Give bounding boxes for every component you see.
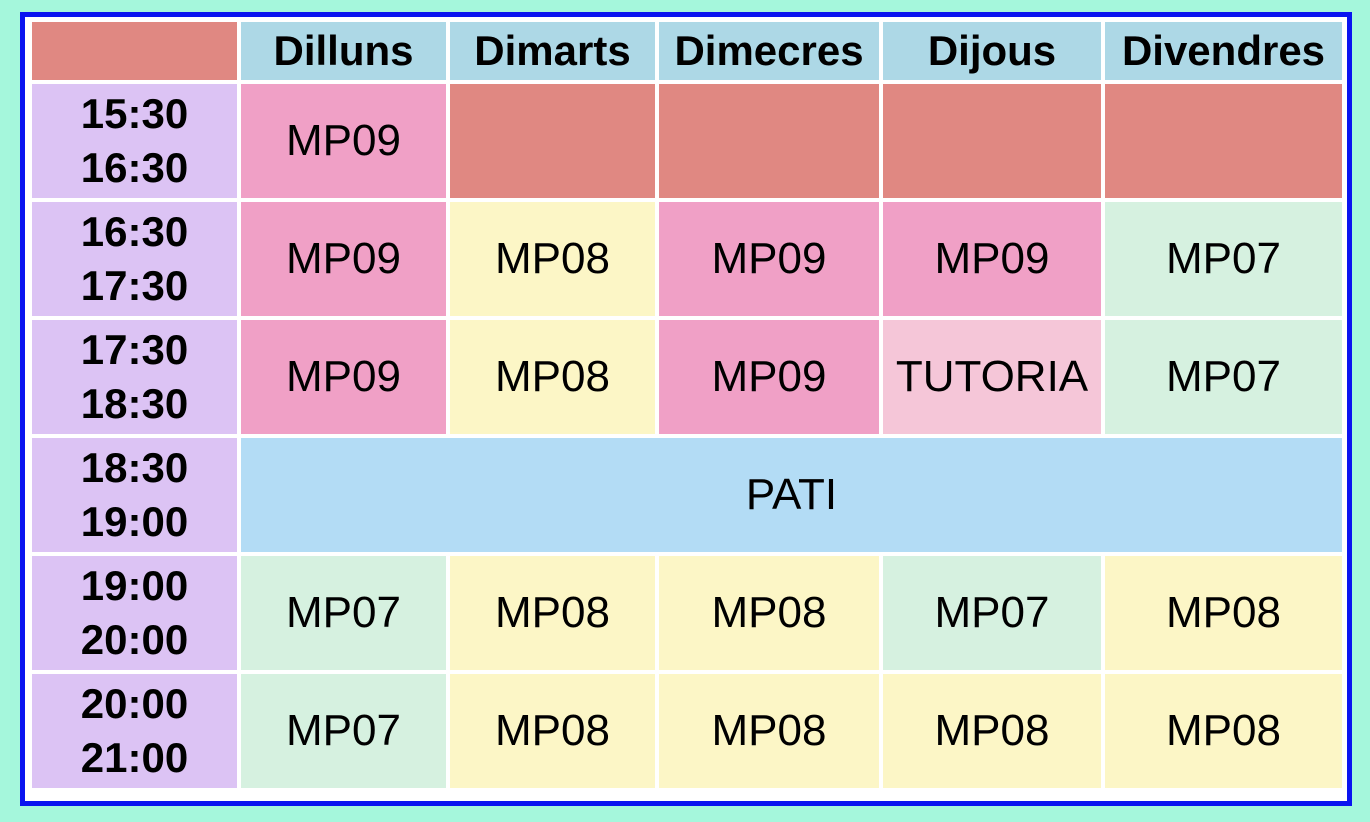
- class-cell: MP08: [1105, 674, 1342, 788]
- class-cell: MP08: [450, 202, 655, 316]
- day-header: Divendres: [1105, 22, 1342, 80]
- break-cell: PATI: [241, 438, 1342, 552]
- class-cell: MP09: [241, 320, 446, 434]
- class-cell: MP07: [241, 556, 446, 670]
- class-cell: MP08: [450, 320, 655, 434]
- class-cell: MP09: [659, 320, 879, 434]
- class-cell: MP09: [241, 84, 446, 198]
- time-end: 20:00: [80, 616, 189, 663]
- time-slot: 16:30 17:30: [32, 202, 237, 316]
- corner-cell: [32, 22, 237, 80]
- time-slot: 20:00 21:00: [32, 674, 237, 788]
- empty-cell: [450, 84, 655, 198]
- time-end: 18:30: [80, 380, 189, 427]
- day-header: Dimarts: [450, 22, 655, 80]
- timetable: Dilluns Dimarts Dimecres Dijous Divendre…: [28, 18, 1346, 792]
- day-header: Dilluns: [241, 22, 446, 80]
- time-slot: 19:00 20:00: [32, 556, 237, 670]
- empty-cell: [1105, 84, 1342, 198]
- class-cell: MP08: [450, 674, 655, 788]
- time-slot: 18:30 19:00: [32, 438, 237, 552]
- class-cell: MP08: [1105, 556, 1342, 670]
- class-cell: MP09: [883, 202, 1101, 316]
- table-row: 20:00 21:00 MP07 MP08 MP08 MP08 MP08: [32, 674, 1342, 788]
- table-row: 17:30 18:30 MP09 MP08 MP09 TUTORIA MP07: [32, 320, 1342, 434]
- time-start: 18:30: [80, 444, 189, 491]
- class-cell: MP08: [450, 556, 655, 670]
- time-start: 20:00: [80, 680, 189, 727]
- time-end: 17:30: [80, 262, 189, 309]
- time-start: 15:30: [80, 90, 189, 137]
- empty-cell: [659, 84, 879, 198]
- table-row: 15:30 16:30 MP09: [32, 84, 1342, 198]
- class-cell: MP09: [241, 202, 446, 316]
- class-cell: MP07: [883, 556, 1101, 670]
- class-cell: MP07: [1105, 320, 1342, 434]
- tutoria-cell: TUTORIA: [883, 320, 1101, 434]
- time-slot: 15:30 16:30: [32, 84, 237, 198]
- class-cell: MP08: [883, 674, 1101, 788]
- class-cell: MP07: [1105, 202, 1342, 316]
- time-end: 19:00: [80, 498, 189, 545]
- empty-cell: [883, 84, 1101, 198]
- class-cell: MP09: [659, 202, 879, 316]
- table-row: 18:30 19:00 PATI: [32, 438, 1342, 552]
- time-start: 16:30: [80, 208, 189, 255]
- header-row: Dilluns Dimarts Dimecres Dijous Divendre…: [32, 22, 1342, 80]
- day-header: Dimecres: [659, 22, 879, 80]
- time-slot: 17:30 18:30: [32, 320, 237, 434]
- timetable-frame: Dilluns Dimarts Dimecres Dijous Divendre…: [20, 12, 1352, 806]
- time-end: 21:00: [80, 734, 189, 781]
- class-cell: MP08: [659, 556, 879, 670]
- day-header: Dijous: [883, 22, 1101, 80]
- time-end: 16:30: [80, 144, 189, 191]
- time-start: 19:00: [80, 562, 189, 609]
- class-cell: MP07: [241, 674, 446, 788]
- time-start: 17:30: [80, 326, 189, 373]
- table-row: 16:30 17:30 MP09 MP08 MP09 MP09 MP07: [32, 202, 1342, 316]
- class-cell: MP08: [659, 674, 879, 788]
- table-row: 19:00 20:00 MP07 MP08 MP08 MP07 MP08: [32, 556, 1342, 670]
